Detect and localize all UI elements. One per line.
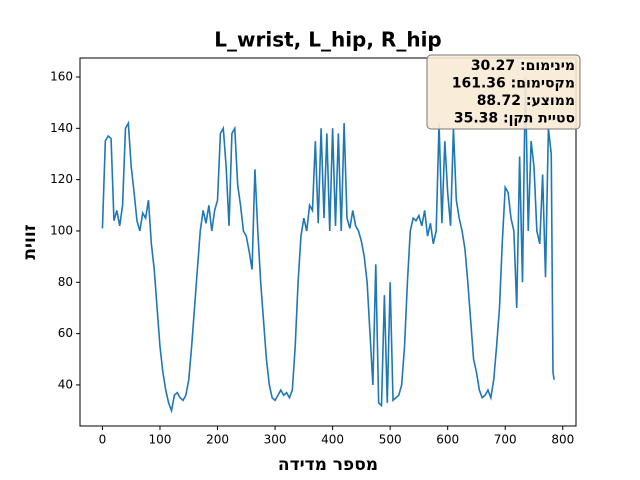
x-tick-label: 100: [149, 433, 172, 447]
x-tick-label: 400: [321, 433, 344, 447]
x-tick-label: 200: [206, 433, 229, 447]
y-tick-label: 40: [58, 377, 73, 391]
x-axis-label: מספר מדידה: [278, 455, 378, 475]
annotation-text: מינימום: 30.27: [471, 58, 575, 74]
annotation-text: סטיית תקן: 35.38: [454, 111, 575, 127]
data-line: [101, 76, 555, 414]
x-tick-label: 500: [379, 433, 402, 447]
y-tick-label: 160: [50, 69, 73, 83]
y-tick-label: 120: [50, 172, 73, 186]
annotation-text: מקסימום: 161.36: [452, 76, 575, 92]
y-tick-label: 100: [50, 223, 73, 237]
chart-title: L_wrist, L_hip, R_hip: [214, 28, 442, 52]
y-tick-label: 80: [58, 275, 73, 289]
x-tick-label: 700: [494, 433, 517, 447]
plot-frame: [79, 57, 577, 427]
annotation-box: [426, 54, 581, 130]
y-tick-label: 60: [58, 326, 73, 340]
x-tick-label: 0: [99, 433, 107, 447]
y-tick-label: 140: [50, 121, 73, 135]
x-tick-label: 800: [551, 433, 574, 447]
x-tick-label: 300: [264, 433, 287, 447]
annotation-text: ממוצע: 88.72: [477, 93, 575, 109]
x-tick-label: 600: [436, 433, 459, 447]
y-axis-label: זווית: [20, 224, 40, 259]
